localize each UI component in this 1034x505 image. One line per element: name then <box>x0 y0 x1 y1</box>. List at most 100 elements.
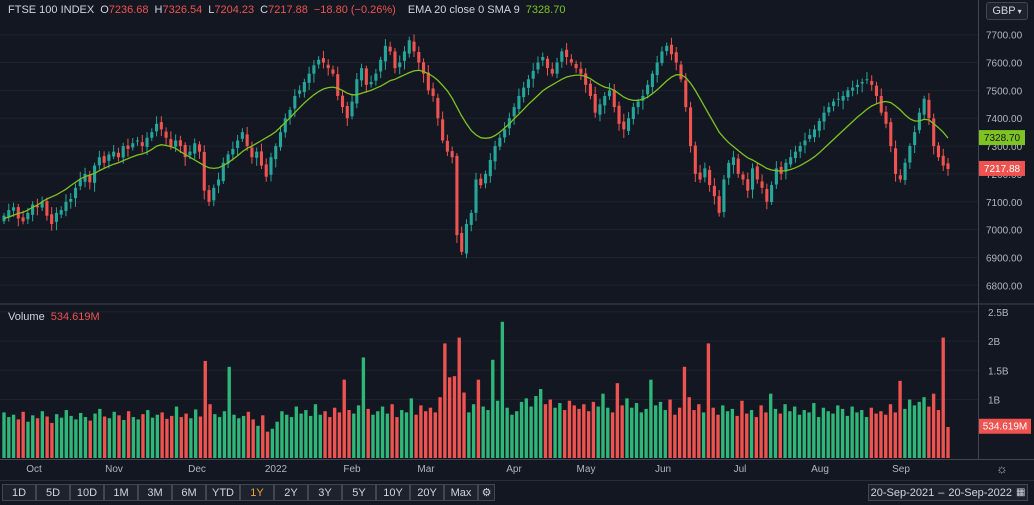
range-button-6m[interactable]: 6M <box>172 484 206 501</box>
volume-bar <box>328 417 332 458</box>
range-button-10d[interactable]: 10D <box>70 484 104 501</box>
candle-body <box>131 143 135 148</box>
volume-bar <box>874 413 878 458</box>
volume-bar <box>884 414 888 458</box>
last-price-marker-label: 7217.88 <box>984 164 1021 175</box>
volume-marker <box>979 418 1031 434</box>
candle-body <box>193 143 197 154</box>
candle-body <box>817 121 821 131</box>
volume-bar <box>21 411 25 458</box>
volume-bar <box>505 407 509 458</box>
price-tick-label: 7400.00 <box>986 114 1023 125</box>
settings-button[interactable]: ⚙ <box>478 484 495 501</box>
currency-label: GBP <box>992 5 1016 17</box>
candle-body <box>245 134 249 147</box>
volume-bar <box>610 412 615 458</box>
candle-body <box>40 201 44 208</box>
volume-bar <box>69 415 73 458</box>
candle-body <box>407 40 411 54</box>
gear-icon[interactable]: ☼ <box>996 461 1008 476</box>
range-button-1y[interactable]: 1Y <box>240 484 274 501</box>
range-button-max[interactable]: Max <box>444 484 478 501</box>
range-button-20y[interactable]: 20Y <box>410 484 444 501</box>
volume-bar <box>155 414 160 458</box>
candle-body <box>307 73 311 83</box>
candle-body <box>398 62 402 68</box>
range-button-5y[interactable]: 5Y <box>342 484 376 501</box>
candle-body <box>808 134 812 139</box>
range-button-3m[interactable]: 3M <box>138 484 172 501</box>
volume-bar <box>606 407 610 458</box>
candle-body <box>922 98 926 115</box>
close-label: C <box>260 4 269 16</box>
volume-bar <box>850 406 854 458</box>
candle-body <box>317 59 321 65</box>
volume-bar <box>376 411 380 458</box>
range-button-1m[interactable]: 1M <box>104 484 138 501</box>
candle-body <box>422 62 426 74</box>
candle-body <box>574 63 578 69</box>
volume-bar <box>16 419 21 458</box>
volume-bar <box>40 411 45 458</box>
volume-bar <box>457 337 461 458</box>
gear-icon: ⚙ <box>481 487 492 499</box>
candle-body <box>526 79 530 88</box>
range-separator: – <box>938 486 945 499</box>
volume-bar <box>515 411 519 458</box>
range-button-1d[interactable]: 1D <box>2 484 36 501</box>
price-tick-label: 6800.00 <box>986 281 1023 292</box>
candle-body <box>412 41 416 52</box>
candle-body <box>155 123 159 132</box>
candle-body <box>555 62 559 74</box>
volume-bar <box>668 399 672 458</box>
candle-body <box>474 179 478 213</box>
volume-bar <box>654 405 658 458</box>
candle-body <box>936 145 941 158</box>
volume-bar <box>165 418 169 458</box>
volume-bar <box>356 405 361 458</box>
candle-body <box>641 95 645 101</box>
candle-body <box>503 129 507 138</box>
candle-body <box>364 68 368 85</box>
volume-bar <box>673 414 677 458</box>
volume-bar <box>366 408 370 458</box>
candle-body <box>617 105 621 124</box>
volume-bar <box>596 406 600 458</box>
volume-bar <box>797 414 802 458</box>
range-button-3y[interactable]: 3Y <box>308 484 342 501</box>
volume-bar <box>802 410 806 458</box>
candle-body <box>550 68 554 74</box>
chart-area[interactable]: 7700.007600.007500.007400.007300.007200.… <box>0 0 1034 478</box>
volume-bar <box>572 405 576 458</box>
volume-bar <box>227 366 231 458</box>
date-range-selector[interactable]: 20-Sep-2021 – 20-Sep-2022 ▦ <box>868 484 1028 501</box>
range-button-ytd[interactable]: YTD <box>206 484 240 501</box>
volume-bar <box>510 414 514 458</box>
volume-bar <box>577 408 581 458</box>
currency-selector[interactable]: GBP ▾ <box>986 2 1028 20</box>
range-button-2y[interactable]: 2Y <box>274 484 308 501</box>
volume-bar <box>735 415 739 458</box>
candle-body <box>836 98 840 100</box>
candle-body <box>393 51 397 69</box>
candle-body <box>894 148 898 174</box>
candle-body <box>588 83 592 96</box>
chevron-down-icon: ▾ <box>1017 6 1022 16</box>
candle-body <box>736 158 740 174</box>
volume-bar <box>826 411 830 458</box>
candle-body <box>59 210 63 215</box>
range-button-10y[interactable]: 10Y <box>376 484 410 501</box>
candle-body <box>350 101 354 117</box>
low-value: 7204.23 <box>214 4 255 16</box>
volume-bar <box>447 377 452 458</box>
candle-body <box>541 56 545 61</box>
time-tick-label: May <box>577 464 596 475</box>
volume-bar <box>783 404 787 458</box>
volume-bar <box>347 410 351 458</box>
price-tick-label: 7700.00 <box>986 31 1023 42</box>
volume-bar <box>424 411 428 458</box>
candle-body <box>851 87 855 91</box>
range-button-5d[interactable]: 5D <box>36 484 70 501</box>
volume-bar <box>773 408 778 458</box>
candle-body <box>560 51 564 62</box>
